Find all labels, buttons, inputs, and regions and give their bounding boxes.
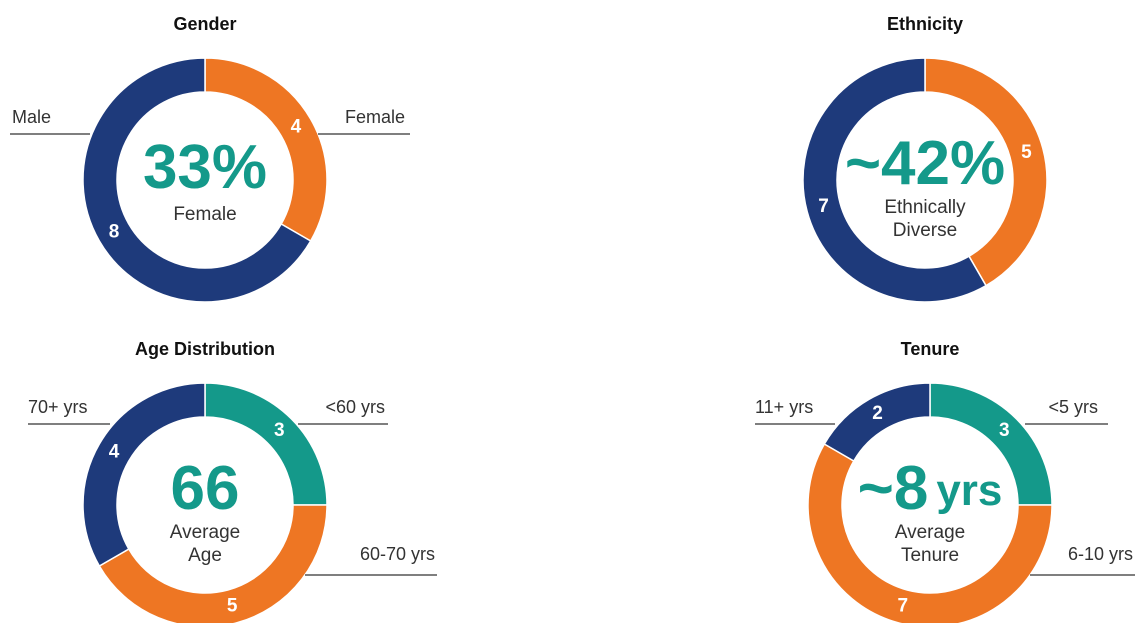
data-label: 2 — [872, 403, 883, 424]
category-label: Male — [12, 107, 51, 127]
donut-segment — [82, 57, 312, 303]
category-label: 11+ yrs — [755, 397, 813, 417]
category-label: 6-10 yrs — [1068, 544, 1133, 564]
center-value: 33% — [143, 133, 267, 202]
donut-segment — [98, 504, 328, 623]
data-label: 7 — [818, 196, 829, 217]
center-value: ~8 yrs — [858, 454, 1003, 523]
center-caption: Female — [173, 204, 236, 225]
data-label: 3 — [999, 420, 1010, 441]
chart-title: Tenure — [901, 339, 960, 359]
data-label: 4 — [109, 442, 120, 463]
center-value: ~42% — [845, 129, 1005, 198]
category-label: <5 yrs — [1048, 397, 1098, 417]
data-label: 4 — [291, 117, 302, 138]
center-value: 66 — [171, 454, 240, 523]
center-caption: Ethnically — [884, 197, 966, 218]
chart-title: Ethnicity — [887, 14, 963, 34]
center-caption: Average — [895, 522, 965, 543]
chart-title: Gender — [173, 14, 236, 34]
center-value-number: ~42% — [845, 129, 1005, 198]
center-caption: Diverse — [893, 220, 957, 241]
center-value-number: ~8 — [858, 454, 929, 523]
data-label: 5 — [227, 595, 238, 616]
category-label: <60 yrs — [325, 397, 385, 417]
data-label: 3 — [274, 420, 285, 441]
data-label: 5 — [1021, 142, 1032, 163]
donut-segment — [807, 442, 1053, 623]
category-label: 60-70 yrs — [360, 544, 435, 564]
data-label: 7 — [898, 595, 909, 616]
center-value-number: 33% — [143, 133, 267, 202]
center-caption: Age — [188, 545, 222, 566]
category-label: 70+ yrs — [28, 397, 88, 417]
center-caption: Tenure — [901, 545, 959, 566]
center-value-number: 66 — [171, 454, 240, 523]
donut-segment — [924, 57, 1048, 287]
donut-segment — [802, 57, 988, 303]
center-value-unit: yrs — [936, 466, 1002, 515]
donut-segment — [82, 382, 206, 568]
center-caption: Average — [170, 522, 240, 543]
data-label: 8 — [109, 222, 120, 243]
donut-segment — [823, 382, 931, 463]
category-label: Female — [345, 107, 405, 127]
chart-title: Age Distribution — [135, 339, 275, 359]
